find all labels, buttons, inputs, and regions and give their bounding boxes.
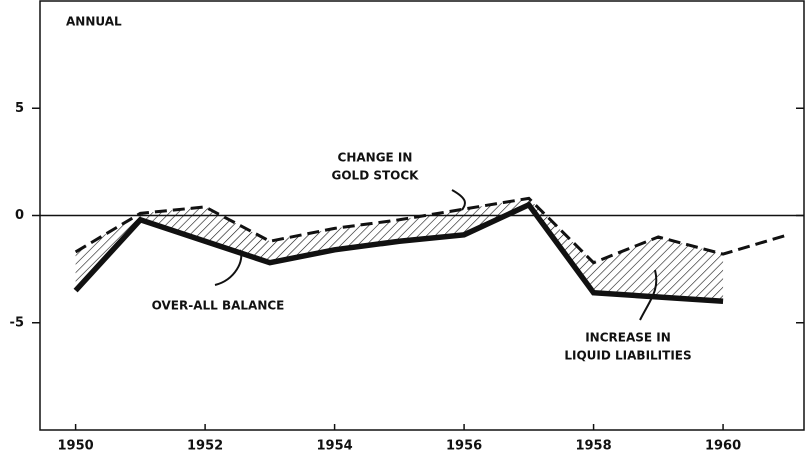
hatched-area	[75, 198, 724, 302]
x-tick-label: 1950	[58, 439, 94, 454]
annotation: OVER-ALL BALANCE	[152, 299, 285, 313]
annotation: CHANGE IN	[338, 151, 413, 165]
y-tick-label: -5	[10, 315, 24, 330]
x-tick-label: 1956	[446, 439, 482, 454]
annotation: INCREASE IN	[585, 331, 671, 345]
y-tick-label: 0	[15, 208, 24, 223]
x-tick-label: 1952	[187, 439, 223, 454]
annotation: ANNUAL	[66, 15, 122, 29]
x-tick-label: 1958	[575, 439, 611, 454]
x-tick-label: 1960	[705, 439, 741, 454]
x-tick-label: 1954	[316, 439, 352, 454]
annotation: GOLD STOCK	[332, 169, 420, 183]
annotation: LIQUID LIABILITIES	[564, 349, 691, 363]
leader-gold	[451, 189, 466, 211]
y-tick-label: 5	[15, 101, 24, 116]
leader-balance	[214, 249, 243, 286]
solid-line	[73, 201, 724, 305]
dashed-line	[74, 196, 789, 265]
